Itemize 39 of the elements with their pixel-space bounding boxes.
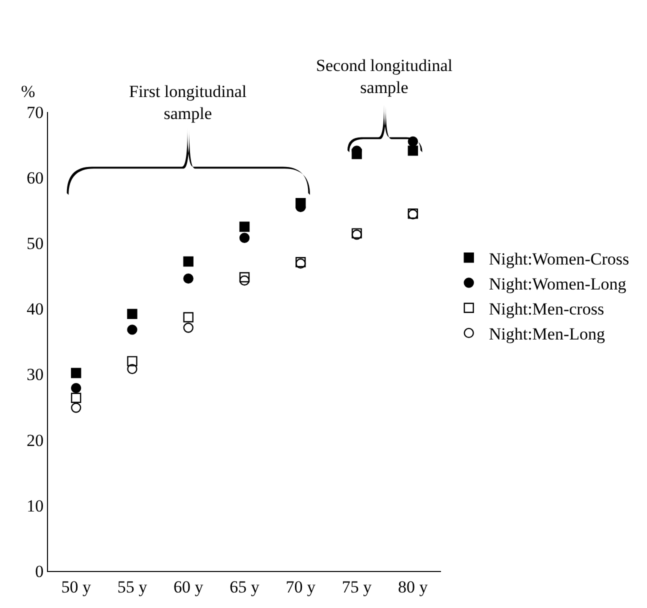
legend-label: Night:Men-cross bbox=[488, 299, 604, 318]
annotation: First longitudinal sample bbox=[129, 82, 247, 124]
point bbox=[127, 364, 138, 374]
point bbox=[70, 382, 82, 394]
point bbox=[127, 356, 138, 366]
x-tick-label: 75 y bbox=[342, 577, 372, 596]
x-tick-label: 70 y bbox=[286, 577, 316, 596]
text: Second longitudinal sample bbox=[316, 56, 453, 98]
y-tick-label: 60 bbox=[26, 168, 44, 188]
x-tick-label: 80 y bbox=[398, 577, 428, 596]
x-tick-label: 65 y bbox=[230, 577, 260, 596]
legend-label: Night:Women-Cross bbox=[488, 249, 630, 268]
x-tick-label: 55 y bbox=[117, 577, 148, 596]
y-tick-label: 70 bbox=[26, 102, 44, 122]
point bbox=[183, 256, 194, 267]
point bbox=[183, 312, 194, 322]
x-tick-label: 50 y bbox=[61, 577, 92, 596]
point bbox=[127, 324, 138, 335]
legend-label: Night:Men-Long bbox=[488, 324, 606, 344]
point bbox=[239, 222, 250, 232]
point bbox=[239, 232, 250, 243]
point bbox=[408, 146, 418, 156]
point bbox=[70, 392, 82, 403]
point bbox=[183, 322, 194, 333]
y-tick-label: 20 bbox=[26, 430, 44, 450]
legend-label: Night:Women-Long bbox=[488, 274, 627, 294]
x-tick-label: 60 y bbox=[173, 577, 204, 596]
y-tick-label: 50 bbox=[26, 234, 44, 254]
point bbox=[183, 273, 194, 284]
point bbox=[239, 275, 250, 286]
y-tick-label: 10 bbox=[26, 496, 44, 516]
y-tick-label: 30 bbox=[26, 365, 44, 384]
y-tick-label: 0 bbox=[35, 562, 44, 581]
point bbox=[70, 402, 82, 413]
point bbox=[70, 368, 82, 378]
y-tick-label: 40 bbox=[26, 300, 44, 319]
y-axis-title: % bbox=[21, 82, 36, 101]
point bbox=[239, 272, 250, 282]
point bbox=[127, 308, 138, 320]
